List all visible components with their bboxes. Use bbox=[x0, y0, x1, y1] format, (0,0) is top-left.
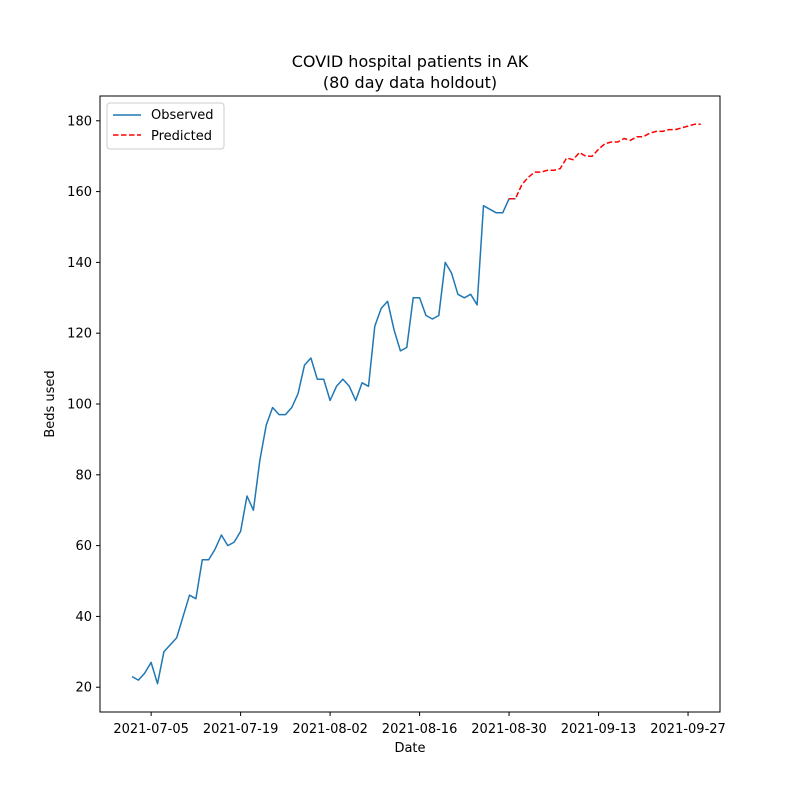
x-tick-label: 2021-07-19 bbox=[203, 722, 279, 737]
chart-subtitle: (80 day data holdout) bbox=[323, 73, 497, 92]
legend-label-predicted: Predicted bbox=[151, 129, 212, 144]
y-axis-label: Beds used bbox=[43, 370, 58, 437]
y-tick-label: 120 bbox=[67, 327, 92, 342]
x-tick-label: 2021-08-16 bbox=[382, 722, 458, 737]
x-tick-label: 2021-09-27 bbox=[650, 722, 726, 737]
axes-group: 2021-07-05 2021-07-19 2021-08-02 2021-08-16… bbox=[67, 114, 726, 737]
y-tick-label: 100 bbox=[67, 398, 92, 413]
legend-label-observed: Observed bbox=[151, 108, 214, 123]
y-tick-label: 180 bbox=[67, 114, 92, 129]
y-tick-label: 60 bbox=[75, 539, 92, 554]
y-tick-label: 160 bbox=[67, 185, 92, 200]
x-tick-label: 2021-08-30 bbox=[471, 722, 547, 737]
y-tick-label: 80 bbox=[75, 468, 92, 483]
legend: Observed Predicted bbox=[106, 102, 225, 150]
x-axis-label: Date bbox=[394, 741, 425, 756]
y-tick-label: 40 bbox=[75, 610, 92, 625]
x-tick-label: 2021-07-05 bbox=[113, 722, 189, 737]
plot-frame bbox=[99, 95, 721, 713]
y-tick-label: 20 bbox=[75, 681, 92, 696]
series-line-observed bbox=[131, 197, 516, 685]
x-tick-label: 2021-08-02 bbox=[292, 722, 368, 737]
x-tick-label: 2021-09-13 bbox=[561, 722, 637, 737]
y-tick-label: 140 bbox=[67, 256, 92, 271]
chart-title: COVID hospital patients in AK bbox=[292, 52, 529, 71]
series-group bbox=[131, 123, 701, 685]
series-line-predicted bbox=[509, 123, 701, 200]
